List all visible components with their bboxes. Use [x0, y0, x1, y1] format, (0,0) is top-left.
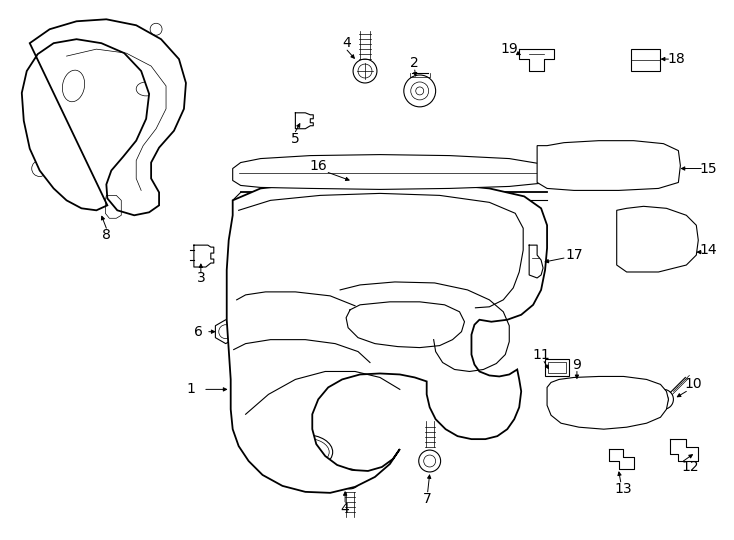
Text: 17: 17 [565, 248, 583, 262]
Text: 19: 19 [501, 42, 518, 56]
Bar [631, 49, 661, 71]
Text: 2: 2 [410, 56, 419, 70]
Bar [644, 153, 661, 174]
Polygon shape [617, 206, 698, 272]
Text: 16: 16 [309, 159, 327, 173]
Polygon shape [227, 180, 547, 493]
Text: 10: 10 [685, 377, 702, 392]
Text: 12: 12 [681, 460, 700, 474]
Text: 8: 8 [102, 228, 111, 242]
Bar [597, 153, 614, 174]
Text: 11: 11 [532, 348, 550, 362]
Polygon shape [233, 154, 547, 190]
Bar [564, 400, 614, 415]
Text: 15: 15 [700, 161, 717, 176]
Text: 3: 3 [197, 271, 206, 285]
Bar [621, 153, 639, 174]
Polygon shape [537, 140, 680, 191]
Text: 4: 4 [341, 502, 349, 516]
Text: 9: 9 [573, 357, 581, 372]
Bar [545, 359, 569, 376]
Polygon shape [547, 376, 669, 429]
Text: 18: 18 [667, 52, 686, 66]
Bar [619, 400, 641, 415]
Text: 1: 1 [186, 382, 195, 396]
Text: 6: 6 [195, 325, 203, 339]
Bar [548, 361, 566, 374]
Text: 7: 7 [424, 492, 432, 506]
Polygon shape [22, 19, 186, 215]
Bar [355, 312, 395, 330]
Text: 4: 4 [343, 36, 352, 50]
Text: 13: 13 [615, 482, 633, 496]
Bar [574, 153, 592, 174]
Text: 14: 14 [700, 243, 717, 257]
Bar [405, 312, 440, 330]
Text: 5: 5 [291, 132, 299, 146]
Bar [549, 153, 567, 174]
